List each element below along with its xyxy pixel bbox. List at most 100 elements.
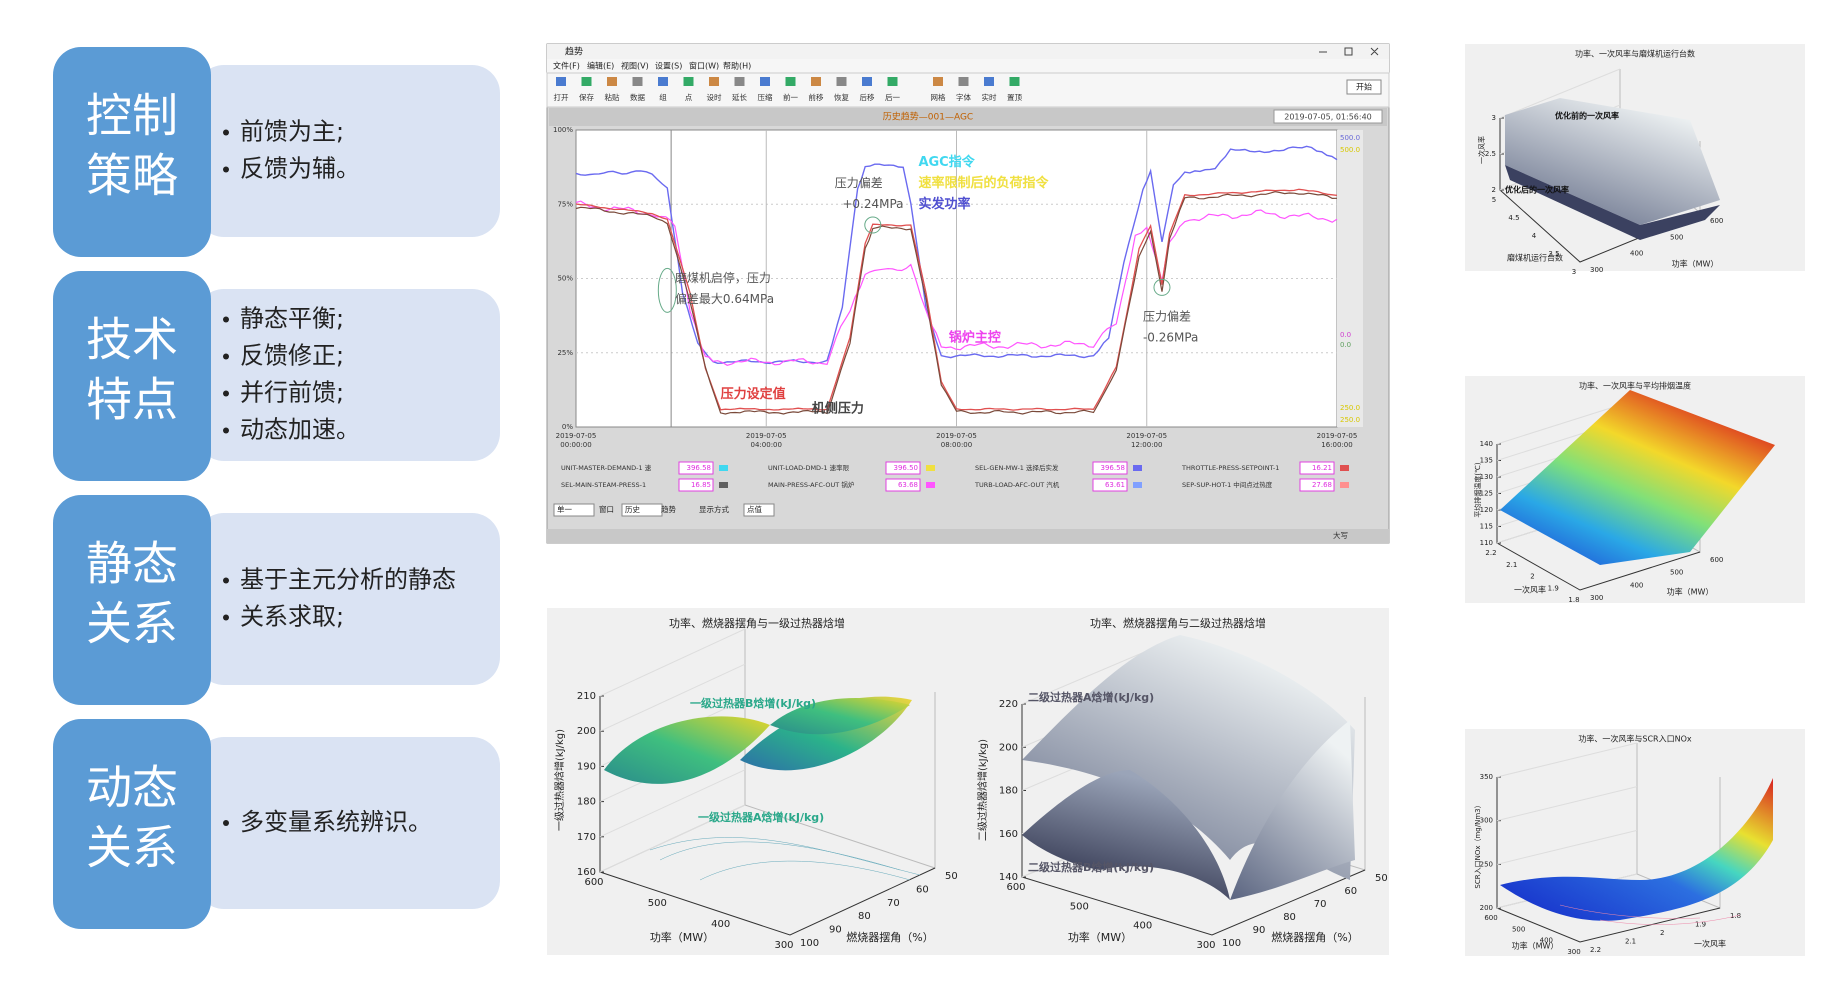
pressure-curve (575, 191, 1338, 415)
menu-item[interactable]: 窗口(W) (689, 61, 719, 71)
chart-title-bar (549, 108, 1387, 126)
tool-icon[interactable] (958, 77, 969, 86)
tool-label[interactable]: 网格 (931, 92, 946, 102)
tool-icon[interactable] (709, 77, 719, 86)
y-tick-label: 300 (1590, 594, 1603, 602)
bullet (223, 614, 229, 621)
z-axis-label: 一次风率 (1477, 136, 1486, 164)
tool-label[interactable]: 前一 (783, 92, 798, 102)
tool-icon[interactable] (1009, 77, 1020, 86)
tag-swatch (926, 482, 935, 488)
label[interactable]: 开始 (1356, 82, 1372, 92)
z-tick-label: 160 (999, 829, 1018, 840)
tool-icon[interactable] (658, 77, 668, 86)
y-tick-label: 500 (1670, 569, 1683, 577)
y-axis-label: 一次风率 (1694, 939, 1726, 949)
control-label[interactable]: 显示方式 (699, 504, 729, 514)
control-label[interactable]: 趋势 (661, 504, 676, 514)
z-axis-label: 平均排烟温度(℃) (1473, 462, 1482, 518)
x-tick-label: 3 (1572, 268, 1576, 276)
tool-icon[interactable] (734, 77, 745, 86)
window-controls (1319, 47, 1379, 56)
label: 压力偏差 (835, 175, 883, 190)
tag-value-box (1092, 461, 1128, 475)
section-box (53, 495, 211, 705)
control-label[interactable]: 点值 (747, 504, 762, 514)
tool-icon[interactable] (607, 77, 617, 86)
dropdown[interactable] (743, 503, 775, 517)
y-tick-label: 70 (887, 898, 900, 909)
surface-label: 二级过热器B焓增(kJ/kg) (1028, 860, 1154, 874)
tool-label[interactable]: 压缩 (758, 92, 773, 102)
tag-name: SEP-SUP-HOT-1 中间点过热度 (1182, 480, 1273, 489)
tool-label[interactable]: 后移 (860, 92, 875, 102)
marker (1153, 278, 1171, 296)
tool-icon[interactable] (933, 77, 943, 86)
tag-swatch (1133, 482, 1142, 488)
label: 速率限制后的负荷指令 (918, 175, 1049, 191)
label: +0.24MPa (842, 197, 903, 211)
dropdown[interactable] (621, 503, 663, 517)
bullet (223, 166, 229, 173)
surface (1505, 98, 1720, 225)
tool-label[interactable]: 字体 (956, 92, 971, 102)
tool-label[interactable]: 数据 (630, 92, 645, 102)
tool-label[interactable]: 组 (659, 92, 667, 102)
tool-label[interactable]: 粘贴 (605, 92, 620, 102)
x-tick-label: 2019-07-05 (556, 432, 597, 440)
section-title: 策略 (86, 149, 178, 203)
bullet (223, 129, 229, 136)
x-tick-label: 5 (1492, 196, 1496, 204)
control-label[interactable]: 单一 (557, 504, 572, 514)
bullet (223, 316, 229, 323)
tool-icon[interactable] (785, 77, 796, 86)
menu-item[interactable]: 视图(V) (621, 61, 649, 71)
y-axis-label: 功率（MW） (1667, 587, 1714, 597)
menu-item[interactable]: 文件(F) (553, 61, 580, 71)
x-tick-label: 2019-07-05 (1126, 432, 1167, 440)
tool-label[interactable]: 前移 (809, 92, 824, 102)
y-tick-label: 2.1 (1625, 938, 1636, 946)
y-tick-label: 100 (1222, 938, 1241, 949)
y-tick-label: 80 (1283, 912, 1296, 923)
section-title: 特点 (86, 373, 178, 427)
tool-label[interactable]: 后一 (885, 92, 900, 102)
bullet-text: 反馈修正; (240, 342, 344, 370)
tool-icon[interactable] (632, 77, 643, 86)
grid-line (1496, 786, 1638, 822)
y-tick-label: 60 (916, 884, 929, 895)
tool-label[interactable]: 设时 (707, 92, 722, 102)
scale-label: 0.0 (1340, 341, 1351, 349)
tool-label[interactable]: 保存 (579, 92, 594, 102)
tool-icon[interactable] (862, 77, 872, 86)
x-tick-label: 00:00:00 (560, 441, 591, 449)
menu-item[interactable]: 设置(S) (655, 61, 682, 71)
start-button[interactable] (1346, 79, 1382, 95)
dropdown[interactable] (553, 503, 595, 517)
control-label[interactable]: 窗口 (599, 504, 614, 514)
tool-label[interactable]: 打开 (554, 92, 569, 102)
tag-swatch (719, 482, 728, 488)
right-scale (1337, 130, 1363, 427)
tool-icon[interactable] (581, 77, 592, 86)
tool-icon[interactable] (887, 77, 898, 86)
tool-label[interactable]: 恢复 (834, 92, 849, 102)
grid-line (1499, 68, 1621, 119)
tool-label[interactable]: 实时 (982, 92, 997, 102)
tool-icon[interactable] (836, 77, 847, 86)
tool-icon[interactable] (683, 77, 694, 86)
scale-label: 250.0 (1340, 404, 1360, 412)
tool-label[interactable]: 点 (685, 93, 693, 102)
z-tick-label: 200 (1480, 904, 1493, 912)
menu-item[interactable]: 帮助(H) (723, 61, 751, 71)
tool-icon[interactable] (760, 77, 770, 86)
tool-icon[interactable] (556, 77, 566, 86)
control-label[interactable]: 历史 (625, 504, 640, 514)
tool-label[interactable]: 置顶 (1007, 93, 1022, 102)
tool-icon[interactable] (984, 77, 994, 86)
x-tick-label: 500 (1512, 925, 1525, 933)
menu-item[interactable]: 编辑(E) (587, 61, 614, 71)
tool-icon[interactable] (811, 77, 821, 86)
tool-label[interactable]: 延长 (732, 92, 747, 102)
tag-name: MAIN-PRESS-AFC-OUT 锅炉 (768, 480, 855, 489)
